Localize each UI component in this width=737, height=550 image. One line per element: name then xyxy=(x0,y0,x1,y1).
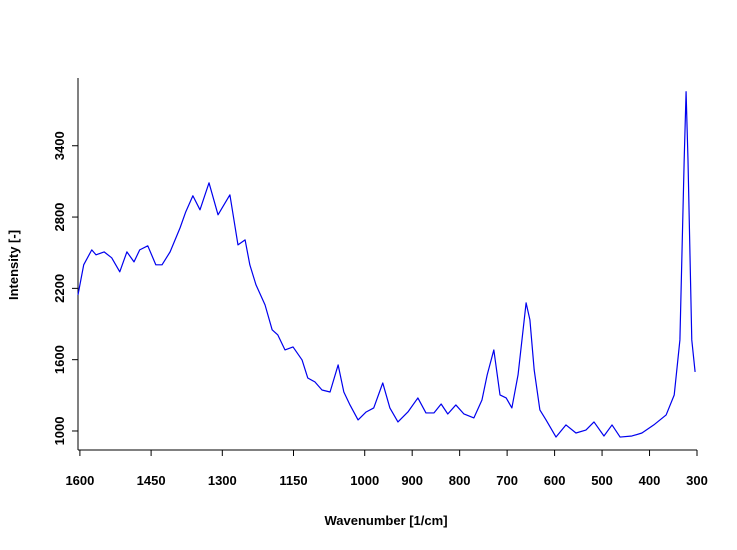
y-tick-label: 1600 xyxy=(52,345,67,374)
y-tick-label: 1000 xyxy=(52,417,67,446)
x-tick-label: 800 xyxy=(449,473,471,488)
y-tick-label: 2800 xyxy=(52,203,67,232)
x-tick-label: 1450 xyxy=(137,473,166,488)
x-tick-label: 1600 xyxy=(65,473,94,488)
x-tick-label: 1150 xyxy=(279,473,307,488)
x-tick-label: 1300 xyxy=(208,473,237,488)
x-tick-label: 600 xyxy=(544,473,566,488)
y-tick-label: 3400 xyxy=(52,131,67,160)
y-tick-label: 2200 xyxy=(52,274,67,303)
y-axis-label: Intensity [-] xyxy=(6,230,21,300)
x-tick-label: 300 xyxy=(686,473,708,488)
x-axis-label: Wavenumber [1/cm] xyxy=(324,513,447,528)
x-tick-label: 1000 xyxy=(350,473,379,488)
x-tick-label: 500 xyxy=(591,473,613,488)
x-tick-label: 400 xyxy=(639,473,661,488)
spectrum-line xyxy=(77,91,696,438)
x-tick-label: 900 xyxy=(401,473,423,488)
x-tick-label: 700 xyxy=(496,473,518,488)
